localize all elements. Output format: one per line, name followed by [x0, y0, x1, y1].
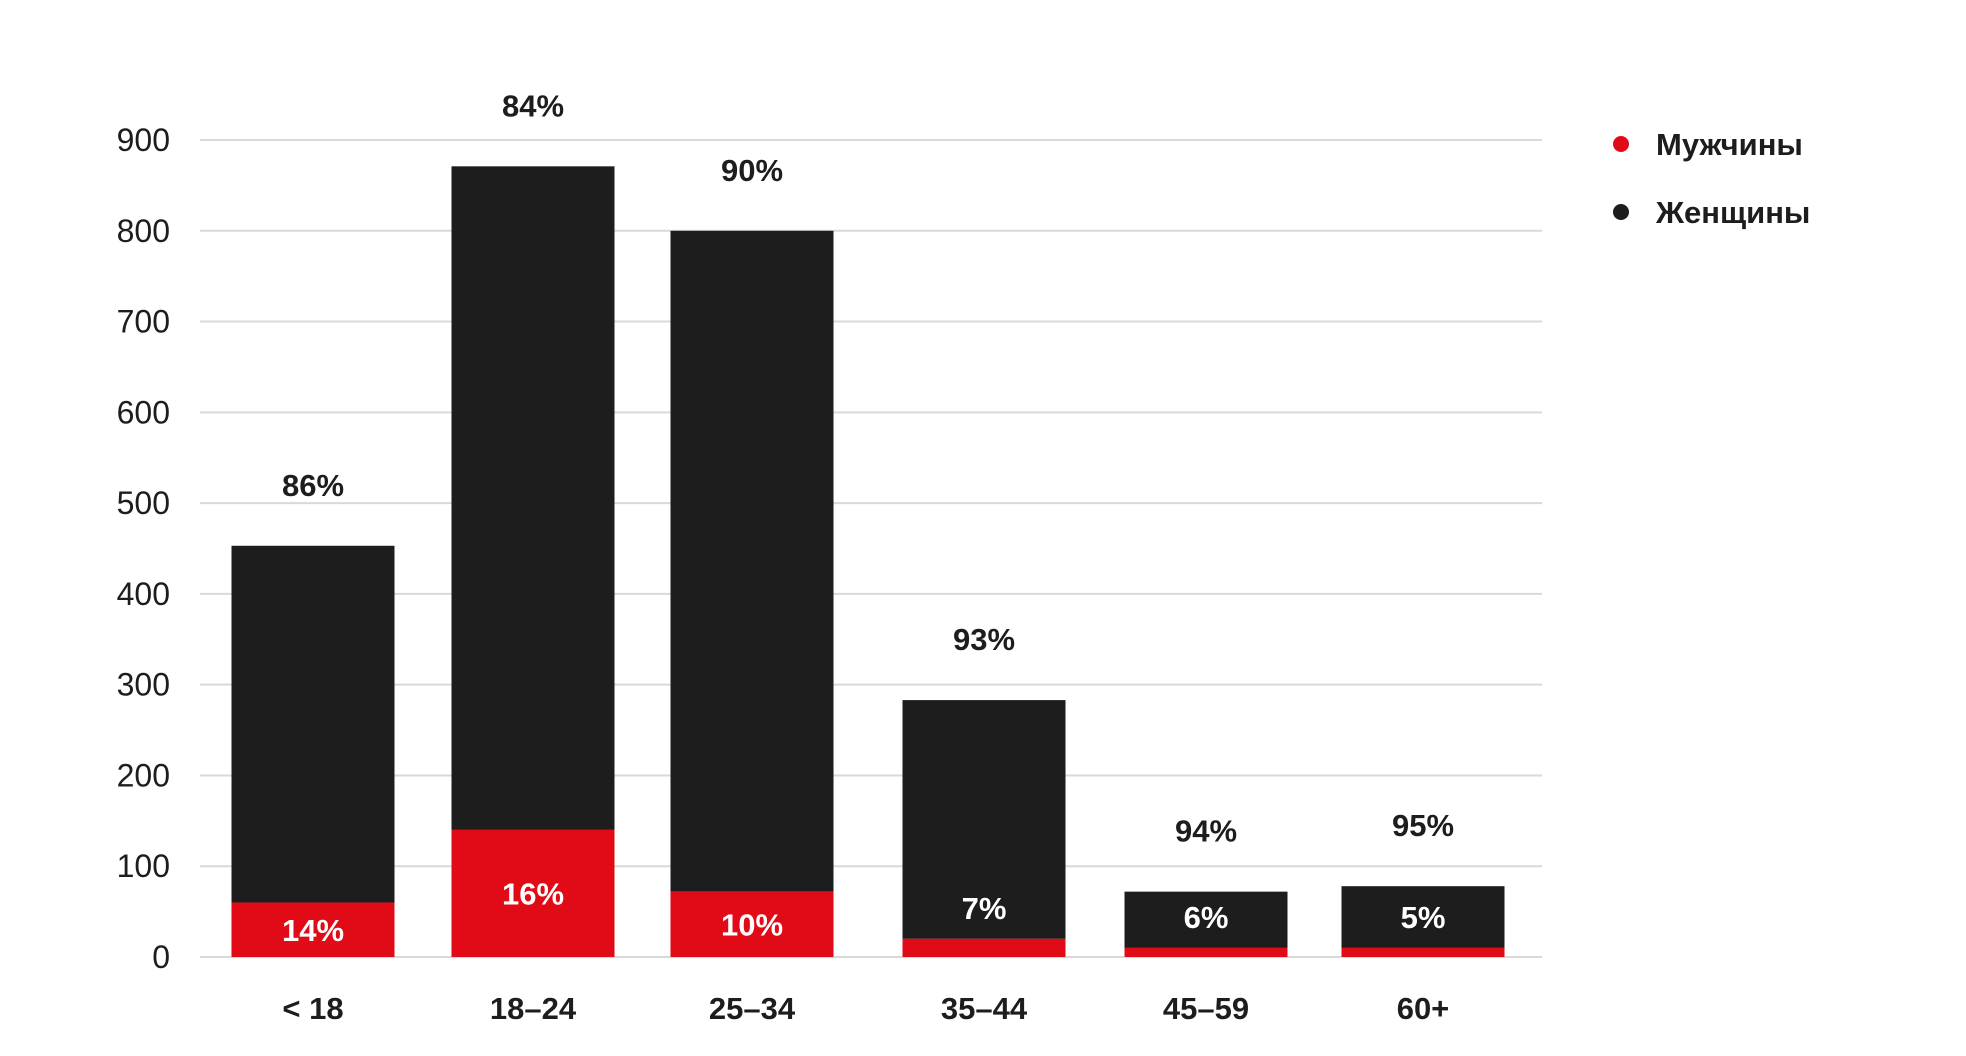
legend-label-men: Мужчины	[1656, 127, 1803, 162]
data-label-women: 86%	[282, 468, 344, 503]
data-label-men: 5%	[1401, 900, 1446, 935]
y-tick-label: 300	[117, 667, 170, 703]
data-label-women: 95%	[1392, 808, 1454, 843]
data-label-men: 10%	[721, 907, 783, 942]
data-label-women: 90%	[721, 153, 783, 188]
y-axis-ticks: 0 100 200 300 400 500 600 700 800 900	[117, 122, 170, 975]
x-category-label: 35–44	[941, 991, 1028, 1026]
bars	[231, 166, 1505, 957]
y-tick-label: 600	[117, 394, 170, 430]
bar-segment-men	[231, 902, 395, 957]
bar-segment-men	[1124, 947, 1288, 957]
x-category-label: 25–34	[709, 991, 796, 1026]
bar-segment-women	[902, 700, 1066, 939]
data-label-men: 7%	[962, 891, 1007, 926]
data-label-men: 6%	[1184, 900, 1229, 935]
bar-segment-women	[231, 545, 395, 903]
y-tick-label: 700	[117, 304, 170, 340]
data-label-men: 14%	[282, 913, 344, 948]
bar-segment-men	[1341, 947, 1505, 957]
bar-segment-women	[1124, 891, 1288, 948]
bar-segment-men	[670, 891, 834, 957]
x-category-label: 45–59	[1163, 991, 1249, 1026]
y-tick-label: 900	[117, 122, 170, 158]
y-tick-label: 200	[117, 757, 170, 793]
gridlines	[200, 139, 1542, 958]
y-tick-label: 100	[117, 848, 170, 884]
y-tick-label: 800	[117, 213, 170, 249]
x-axis-categories: < 18 18–24 25–34 35–44 45–59 60+	[282, 991, 1449, 1026]
x-category-label: 18–24	[490, 991, 577, 1026]
legend-label-women: Женщины	[1655, 195, 1810, 230]
x-category-label: < 18	[282, 991, 343, 1026]
bar-segment-women	[1341, 886, 1505, 948]
y-tick-label: 400	[117, 576, 170, 612]
data-label-women: 84%	[502, 88, 564, 123]
bar-segment-men	[451, 829, 615, 957]
y-tick-label: 0	[152, 939, 170, 975]
data-labels: 86% 14% 84% 16% 90% 10% 93% 7% 94% 6% 95% 5%	[282, 88, 1454, 947]
legend: Мужчины Женщины	[1613, 127, 1810, 230]
data-label-men: 16%	[502, 876, 564, 911]
data-label-women: 94%	[1175, 814, 1237, 849]
bar-segment-women	[451, 166, 615, 830]
x-category-label: 60+	[1397, 991, 1450, 1026]
y-tick-label: 500	[117, 485, 170, 521]
data-label-women: 93%	[953, 622, 1015, 657]
legend-marker-men	[1613, 136, 1629, 152]
bar-segment-women	[670, 230, 834, 892]
bar-segment-men	[902, 938, 1066, 957]
legend-marker-women	[1613, 204, 1629, 220]
